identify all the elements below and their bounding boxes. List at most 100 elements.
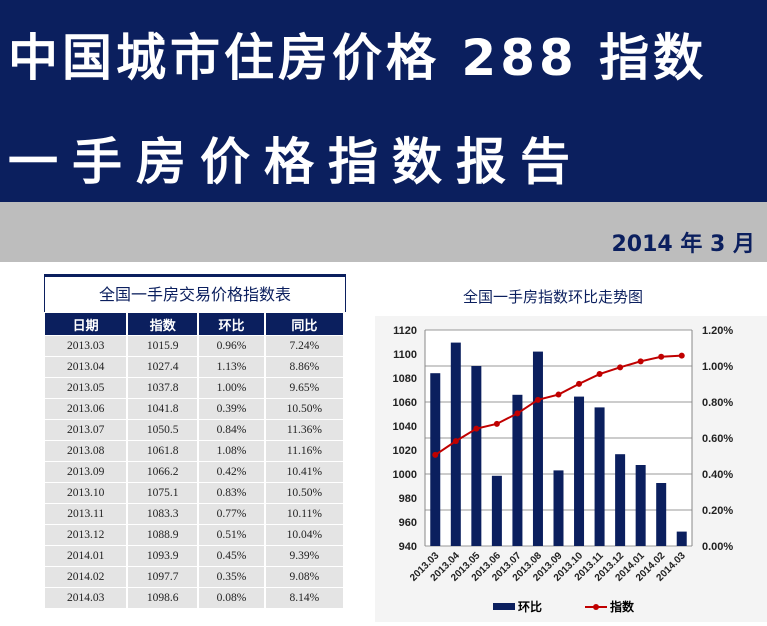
table-row: 2013.04 1027.4 1.13% 8.86% — [45, 357, 343, 377]
index-point — [473, 425, 480, 432]
right-tick-label: 0.60% — [702, 433, 733, 445]
legend-marker — [593, 604, 599, 610]
bar-huanbi — [491, 475, 502, 546]
left-tick-label: 1000 — [393, 469, 417, 481]
table-cell: 2013.09 — [45, 462, 127, 482]
table-row: 2013.08 1061.8 1.08% 11.16% — [45, 441, 343, 461]
chart-title: 全国一手房指数环比走势图 — [462, 288, 643, 306]
table-cell: 2014.01 — [45, 546, 127, 566]
table-cell: 1.08% — [199, 441, 264, 461]
left-tick-label: 980 — [399, 493, 417, 505]
index-point — [493, 420, 500, 427]
left-tick-label: 1120 — [393, 325, 417, 337]
table-cell: 2013.04 — [45, 357, 127, 377]
bar-huanbi — [532, 351, 543, 546]
table-row: 2013.11 1083.3 0.77% 10.11% — [45, 504, 343, 524]
bar-huanbi — [594, 407, 605, 546]
table-row: 2013.07 1050.5 0.84% 11.36% — [45, 420, 343, 440]
table-cell: 10.50% — [265, 399, 343, 419]
table-cell: 1027.4 — [128, 357, 198, 377]
index-point — [678, 352, 685, 359]
bar-huanbi — [635, 465, 646, 546]
table-row: 2013.03 1015.9 0.96% 7.24% — [45, 336, 343, 356]
left-tick-label: 1040 — [393, 421, 417, 433]
left-tick-label: 1080 — [393, 373, 417, 385]
table-cell: 2013.11 — [45, 504, 127, 524]
date-band — [0, 202, 767, 262]
legend-label: 指数 — [610, 599, 635, 614]
table-row: 2014.02 1097.7 0.35% 9.08% — [45, 567, 343, 587]
table-cell: 10.04% — [265, 525, 343, 545]
right-tick-label: 0.00% — [702, 541, 733, 553]
right-tick-label: 1.00% — [702, 361, 733, 373]
index-point — [432, 451, 439, 458]
bar-huanbi — [656, 483, 667, 546]
report-date: 2014 年 3 月 — [611, 232, 755, 257]
table-row: 2014.01 1093.9 0.45% 9.39% — [45, 546, 343, 566]
index-point — [452, 438, 459, 445]
table-title: 全国一手房交易价格指数表 — [44, 274, 346, 312]
table-row: 2013.10 1075.1 0.83% 10.50% — [45, 483, 343, 503]
bar-huanbi — [676, 531, 687, 546]
table-cell: 2013.10 — [45, 483, 127, 503]
column-header: 环比 — [199, 313, 264, 335]
column-header: 同比 — [265, 313, 343, 335]
left-tick-label: 1020 — [393, 445, 417, 457]
table-cell: 0.35% — [199, 567, 264, 587]
table-cell: 8.14% — [265, 588, 343, 608]
table-cell: 10.11% — [265, 504, 343, 524]
right-tick-label: 0.80% — [702, 397, 733, 409]
left-tick-label: 1060 — [393, 397, 417, 409]
table-cell: 1041.8 — [128, 399, 198, 419]
left-tick-label: 960 — [399, 517, 417, 529]
right-tick-label: 0.40% — [702, 469, 733, 481]
table-cell: 0.45% — [199, 546, 264, 566]
column-header: 指数 — [128, 313, 198, 335]
table-cell: 1050.5 — [128, 420, 198, 440]
table-cell: 9.65% — [265, 378, 343, 398]
table-cell: 2013.12 — [45, 525, 127, 545]
table-cell: 2013.07 — [45, 420, 127, 440]
bar-huanbi — [471, 366, 482, 546]
table-cell: 10.41% — [265, 462, 343, 482]
right-tick-label: 0.20% — [702, 505, 733, 517]
left-tick-label: 1100 — [393, 349, 417, 361]
table-cell: 2014.02 — [45, 567, 127, 587]
left-tick-label: 940 — [399, 541, 417, 553]
table-cell: 1097.7 — [128, 567, 198, 587]
combo-chart: 0.00% 0.20% 0.40% 0.60% 0.80% 1.00% 1.20% 940 96… — [393, 325, 734, 614]
table-cell: 1066.2 — [128, 462, 198, 482]
table-row: 2013.06 1041.8 0.39% 10.50% — [45, 399, 343, 419]
table-cell: 0.08% — [199, 588, 264, 608]
right-tick-label: 1.20% — [702, 325, 733, 337]
table-cell: 2013.03 — [45, 336, 127, 356]
report-title-line1: 中国城市住房价格 288 指数 — [8, 29, 708, 87]
table-cell: 1088.9 — [128, 525, 198, 545]
table-cell: 0.96% — [199, 336, 264, 356]
table-cell: 1015.9 — [128, 336, 198, 356]
bar-huanbi — [553, 470, 564, 546]
table-row: 2013.05 1037.8 1.00% 9.65% — [45, 378, 343, 398]
table-cell: 0.39% — [199, 399, 264, 419]
table-cell: 9.08% — [265, 567, 343, 587]
table-cell: 1.00% — [199, 378, 264, 398]
index-table: 全国一手房交易价格指数表 日期 指数 环比 同比 2013.03 1015.9 0.96% 7… — [44, 274, 346, 609]
table-cell: 11.36% — [265, 420, 343, 440]
table-cell: 2014.03 — [45, 588, 127, 608]
bar-huanbi — [615, 454, 626, 546]
legend-bar-swatch — [493, 603, 515, 610]
index-point — [534, 396, 541, 403]
table-cell: 1037.8 — [128, 378, 198, 398]
table-cell: 2013.05 — [45, 378, 127, 398]
table-cell: 1075.1 — [128, 483, 198, 503]
table-cell: 0.77% — [199, 504, 264, 524]
table-cell: 8.86% — [265, 357, 343, 377]
table-cell: 1061.8 — [128, 441, 198, 461]
table-cell: 1.13% — [199, 357, 264, 377]
index-point — [658, 353, 665, 360]
index-point — [617, 364, 624, 371]
table-cell: 10.50% — [265, 483, 343, 503]
legend-label: 环比 — [518, 599, 542, 614]
table-cell: 0.83% — [199, 483, 264, 503]
table-cell: 1093.9 — [128, 546, 198, 566]
